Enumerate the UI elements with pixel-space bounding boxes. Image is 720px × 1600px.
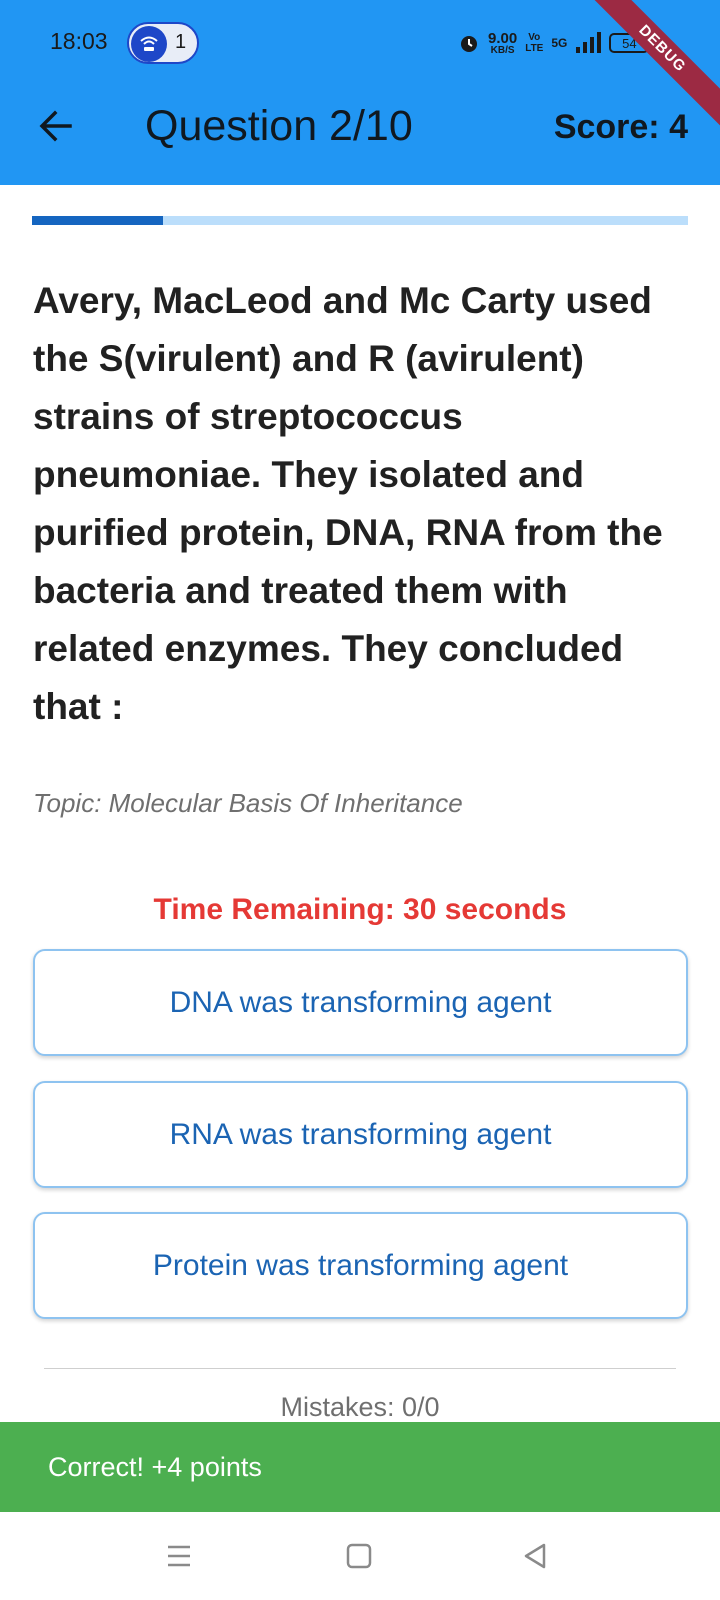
status-time: 18:03 (50, 28, 108, 54)
system-nav-bar (0, 1512, 720, 1600)
snackbar: Correct! +4 points (0, 1422, 720, 1512)
home-icon (346, 1543, 372, 1569)
answer-option-label: DNA was transforming agent (169, 985, 552, 1019)
divider (44, 1368, 676, 1369)
question-progress-bar (32, 216, 688, 225)
hotspot-notification: 1 (127, 22, 199, 64)
app-bar: 18:03 1 9.00 KB/S Vo LTE 5G (0, 0, 720, 185)
answer-option-label: Protein was transforming agent (152, 1248, 569, 1282)
status-icons: 9.00 KB/S Vo LTE 5G 54 (458, 25, 650, 61)
alarm-icon (461, 36, 477, 52)
arrow-left-icon (39, 110, 72, 142)
question-text: Avery, MacLeod and Mc Carty used the S(v… (33, 280, 663, 727)
home-button[interactable] (337, 1534, 381, 1578)
answer-option-label: RNA was transforming agent (169, 1117, 552, 1151)
signal-icon (576, 32, 602, 53)
progress-fill (32, 216, 164, 225)
hotspot-icon (131, 26, 167, 62)
topic-label: Topic: Molecular Basis Of Inheritance (33, 788, 463, 818)
answer-option-3[interactable]: Protein was transforming agent (33, 1212, 688, 1319)
mistakes-counter: Mistakes: 0/0 (280, 1392, 440, 1422)
back-button[interactable] (30, 100, 82, 152)
snackbar-message: Correct! +4 points (48, 1451, 262, 1482)
answer-option-2[interactable]: RNA was transforming agent (33, 1081, 688, 1188)
notification-count: 1 (175, 31, 187, 53)
network-speed: 9.00 KB/S (488, 29, 518, 56)
network-type: 5G (551, 36, 568, 50)
back-triangle-icon (524, 1543, 546, 1569)
page-title: Question 2/10 (145, 102, 413, 150)
time-remaining: Time Remaining: 30 seconds (153, 893, 567, 926)
score-label: Score: 4 (553, 108, 688, 146)
recents-button[interactable] (157, 1534, 201, 1578)
answer-option-1[interactable]: DNA was transforming agent (33, 949, 688, 1056)
nav-back-button[interactable] (513, 1534, 557, 1578)
recents-icon (168, 1545, 190, 1567)
volte-indicator: Vo LTE (525, 32, 544, 54)
